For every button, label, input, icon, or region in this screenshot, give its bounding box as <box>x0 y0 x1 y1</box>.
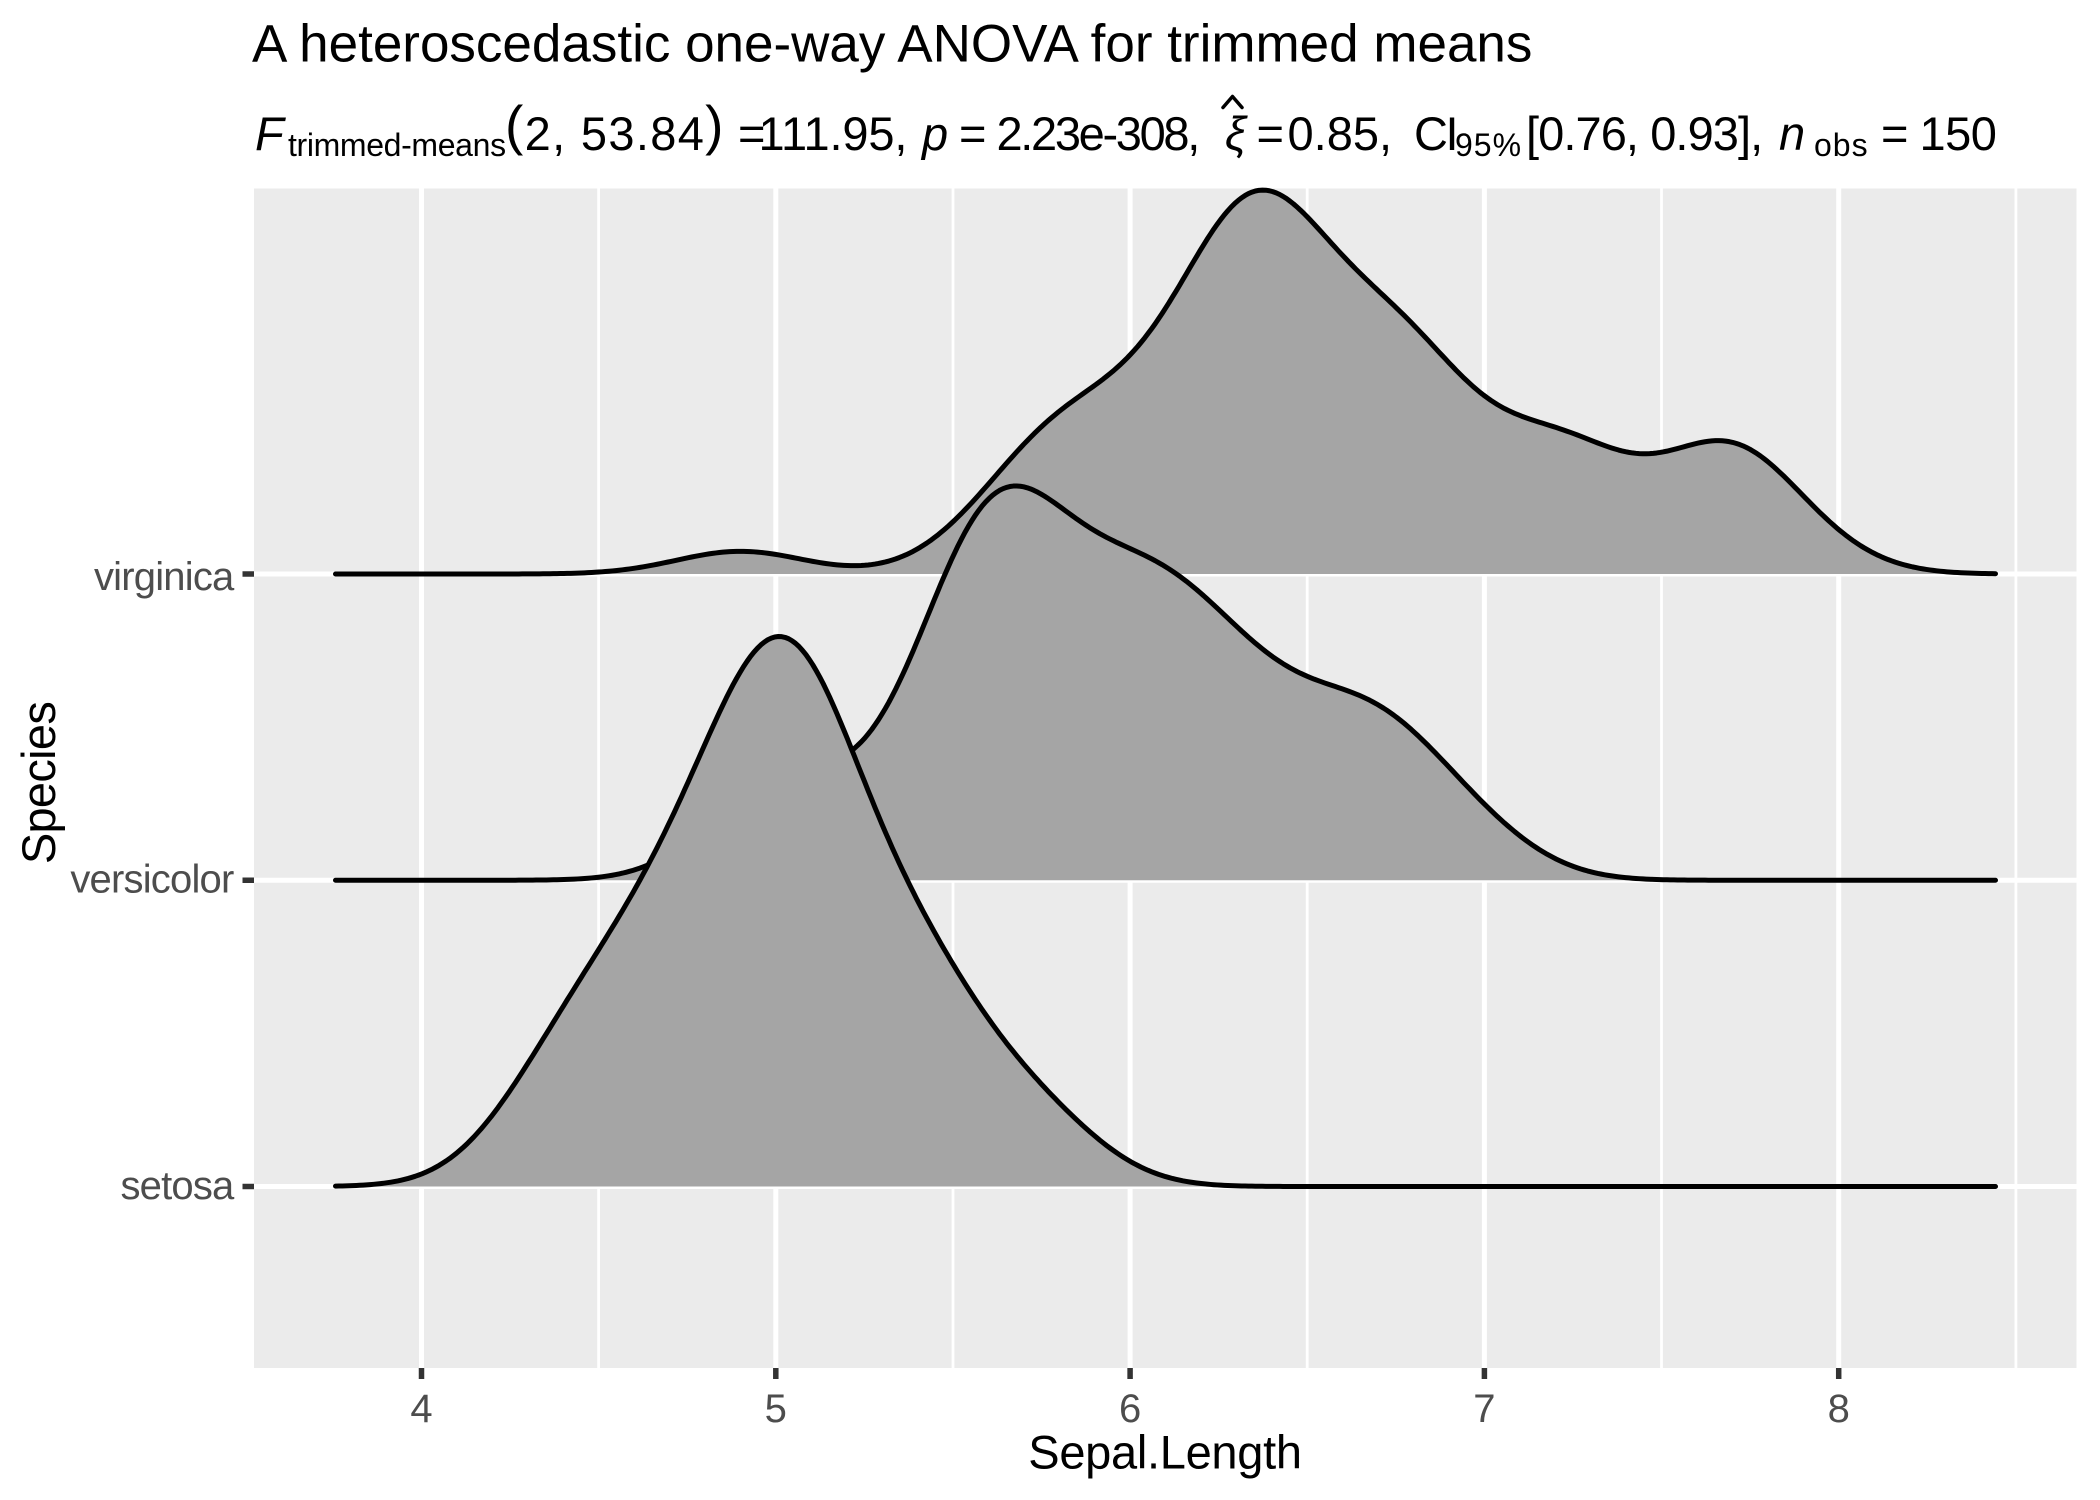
svg-text:2.23e-308,: 2.23e-308, <box>997 107 1198 160</box>
svg-text:obs: obs <box>1814 127 1869 163</box>
svg-text:CI: CI <box>1414 107 1456 160</box>
svg-text:=: = <box>1881 107 1908 160</box>
svg-text:6: 6 <box>1119 1387 1141 1431</box>
svg-text:=: = <box>1257 107 1284 160</box>
svg-text:8: 8 <box>1828 1387 1850 1431</box>
svg-text:setosa: setosa <box>120 1164 235 1208</box>
svg-text:=: = <box>738 107 765 160</box>
svg-text:[0.76, 0.93],: [0.76, 0.93], <box>1526 107 1762 160</box>
svg-text:virginica: virginica <box>94 555 235 599</box>
svg-text:ξ: ξ <box>1225 107 1248 160</box>
svg-text:n: n <box>1779 107 1805 160</box>
svg-text:Species: Species <box>12 702 65 864</box>
svg-text:versicolor: versicolor <box>70 858 234 902</box>
svg-text:=: = <box>959 107 986 160</box>
svg-text:0.85,: 0.85, <box>1288 107 1393 160</box>
svg-text:150: 150 <box>1920 107 1997 160</box>
svg-text:trimmed-means: trimmed-means <box>288 127 506 163</box>
svg-text:7: 7 <box>1473 1387 1495 1431</box>
svg-text:111.95,: 111.95, <box>759 107 908 160</box>
svg-text:95%: 95% <box>1455 127 1522 163</box>
svg-text:p: p <box>920 107 948 160</box>
svg-text:Sepal.Length: Sepal.Length <box>1028 1426 1301 1479</box>
svg-text:4: 4 <box>410 1387 432 1431</box>
svg-text:(2, 53.84): (2, 53.84) <box>505 94 725 160</box>
svg-text:F: F <box>255 107 286 160</box>
svg-text:A heteroscedastic one-way ANOV: A heteroscedastic one-way ANOVA for trim… <box>252 15 1532 74</box>
svg-text:5: 5 <box>765 1387 787 1431</box>
